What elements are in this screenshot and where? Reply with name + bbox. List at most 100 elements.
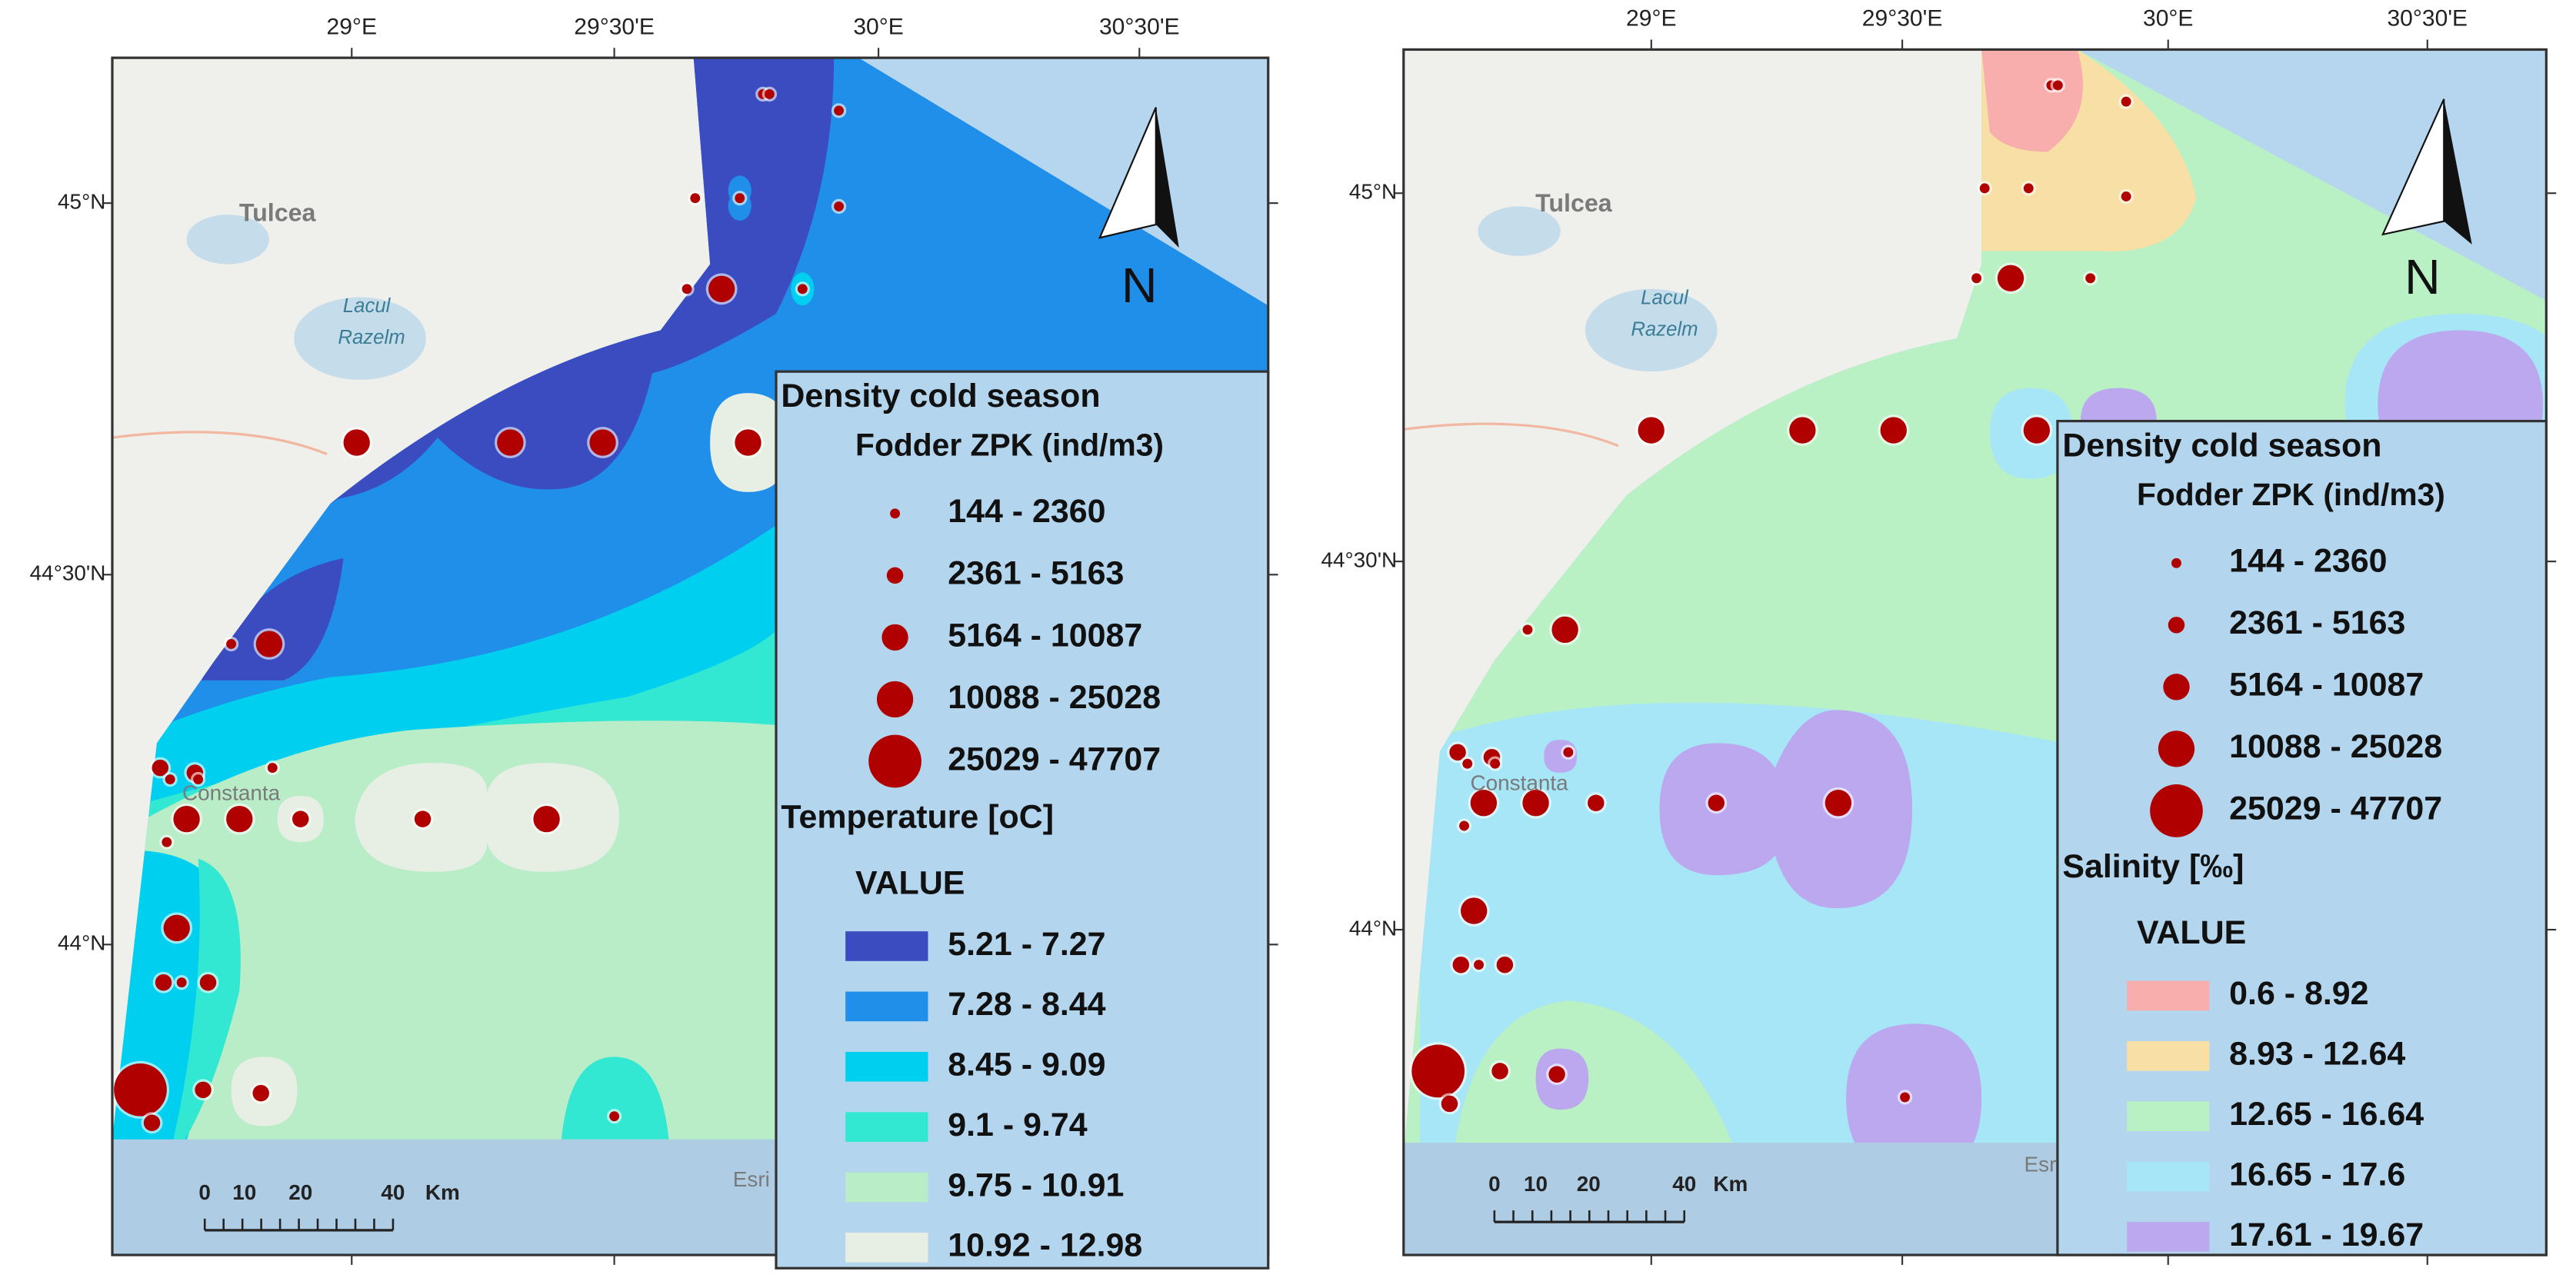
station (1997, 265, 2024, 291)
scale-label: 40 (381, 1180, 405, 1204)
station (1588, 794, 1605, 811)
scale-label: 0 (198, 1180, 211, 1204)
seabed-band (1403, 1143, 2058, 1256)
station (1900, 1092, 1911, 1103)
station (497, 429, 524, 456)
lat-label: 44°30'N (1321, 548, 1397, 572)
legend-size-class: 25029 - 47707 (2229, 790, 2442, 827)
place-label: Esri (733, 1167, 770, 1191)
place-label: Tulcea (239, 199, 317, 227)
legend-symbol (890, 508, 901, 519)
legend-size-class: 25029 - 47707 (948, 741, 1161, 777)
legend-symbol (2163, 674, 2190, 701)
station (1638, 417, 1665, 444)
legend-swatch (2127, 1222, 2210, 1252)
station (152, 759, 168, 777)
legend: Density cold season Fodder ZPK (ind/m3) 14… (2056, 419, 2548, 1256)
lon-label: 29°30'E (574, 14, 655, 39)
station (343, 429, 370, 456)
lon-label: 30°30'E (2387, 6, 2468, 32)
lon-label: 30°30'E (1099, 14, 1180, 39)
legend-swatch (845, 1051, 928, 1082)
legend-swatch (2127, 1161, 2210, 1192)
station (1474, 960, 1484, 970)
map-panel: N Tulcea Lacul Razelm Constanta Esri 0 10 20 40 Km… (30, 14, 1278, 1270)
legend-symbol (2150, 784, 2203, 837)
legend-swatch (845, 1172, 928, 1203)
map-panel: N Tulcea Lacul Razelm Constanta Esri 0 10 20 40 Km… (1321, 6, 2557, 1265)
north-label: N (1121, 258, 1158, 313)
station (1496, 956, 1514, 973)
station (2052, 80, 2063, 91)
legend-class: 8.45 - 9.09 (948, 1047, 1105, 1083)
station (1551, 616, 1578, 644)
station (1825, 790, 1852, 817)
legend-size-class: 2361 - 5163 (948, 555, 1124, 592)
legend-title: Density cold season (2062, 427, 2381, 464)
station (1452, 956, 1470, 973)
station (255, 631, 283, 657)
north-label: N (2404, 249, 2441, 305)
legend-symbol (876, 681, 914, 718)
station (1563, 747, 1574, 757)
station (797, 284, 808, 295)
place-label: Constanta (182, 780, 281, 804)
station (414, 810, 432, 827)
station (195, 1081, 212, 1099)
station (176, 977, 187, 988)
legend-size-class: 10088 - 25028 (2229, 728, 2442, 765)
station (1459, 820, 1469, 831)
station (114, 1063, 167, 1117)
lake (1585, 288, 1718, 372)
station (1462, 758, 1473, 769)
legend-size-class: 144 - 2360 (2229, 543, 2387, 580)
legend-class: 9.1 - 9.74 (948, 1107, 1088, 1143)
legend-value-header: VALUE (855, 864, 965, 901)
legend-swatch (845, 1112, 928, 1142)
lat-label: 44°N (1349, 916, 1397, 940)
lon-label: 29°E (1626, 6, 1676, 32)
scale-label: 0 (1488, 1172, 1501, 1196)
station (1461, 897, 1488, 924)
station (533, 805, 560, 833)
station (1548, 1066, 1565, 1083)
station (1449, 744, 1466, 761)
legend: Density cold season Fodder ZPK (ind/m3) 14… (775, 370, 1270, 1270)
station (1522, 624, 1533, 635)
lake (294, 297, 426, 380)
legend-swatch (2127, 1040, 2210, 1071)
lon-label: 29°E (327, 14, 377, 39)
scale-label: 20 (1577, 1172, 1601, 1196)
legend-class: 5.21 - 7.27 (948, 926, 1105, 963)
legend-class: 0.6 - 8.92 (2229, 975, 2368, 1012)
station (735, 193, 745, 204)
lat-label: 45°N (1349, 180, 1397, 204)
station (226, 805, 253, 833)
legend-swatch (845, 931, 928, 961)
legend-value-header: VALUE (2137, 914, 2246, 951)
place-label: Constanta (1470, 770, 1568, 794)
legend-class: 16.65 - 17.6 (2229, 1156, 2405, 1193)
lon-label: 29°30'E (1862, 6, 1943, 32)
station (155, 973, 172, 991)
station (1470, 790, 1498, 817)
station (2023, 183, 2034, 194)
scale-label: 10 (1524, 1172, 1548, 1196)
road (1403, 422, 1619, 448)
legend-symbol (2168, 617, 2185, 634)
legend-class: 17.61 - 19.67 (2229, 1216, 2424, 1253)
station (1522, 790, 1549, 817)
legend-symbol (2171, 557, 2181, 568)
station (2023, 417, 2051, 444)
station (1491, 1063, 1508, 1080)
legend-symbol (2158, 731, 2195, 767)
station (1411, 1044, 1465, 1098)
contour-region (355, 763, 620, 872)
place-label: Tulcea (1535, 189, 1613, 217)
legend-class: 8.93 - 12.64 (2229, 1036, 2405, 1073)
lon-label: 30°E (853, 14, 903, 39)
legend-swatch (2127, 1101, 2210, 1131)
station (162, 837, 172, 847)
seabed-band (112, 1139, 776, 1256)
legend-size-title: Fodder ZPK (ind/m3) (855, 428, 1164, 463)
